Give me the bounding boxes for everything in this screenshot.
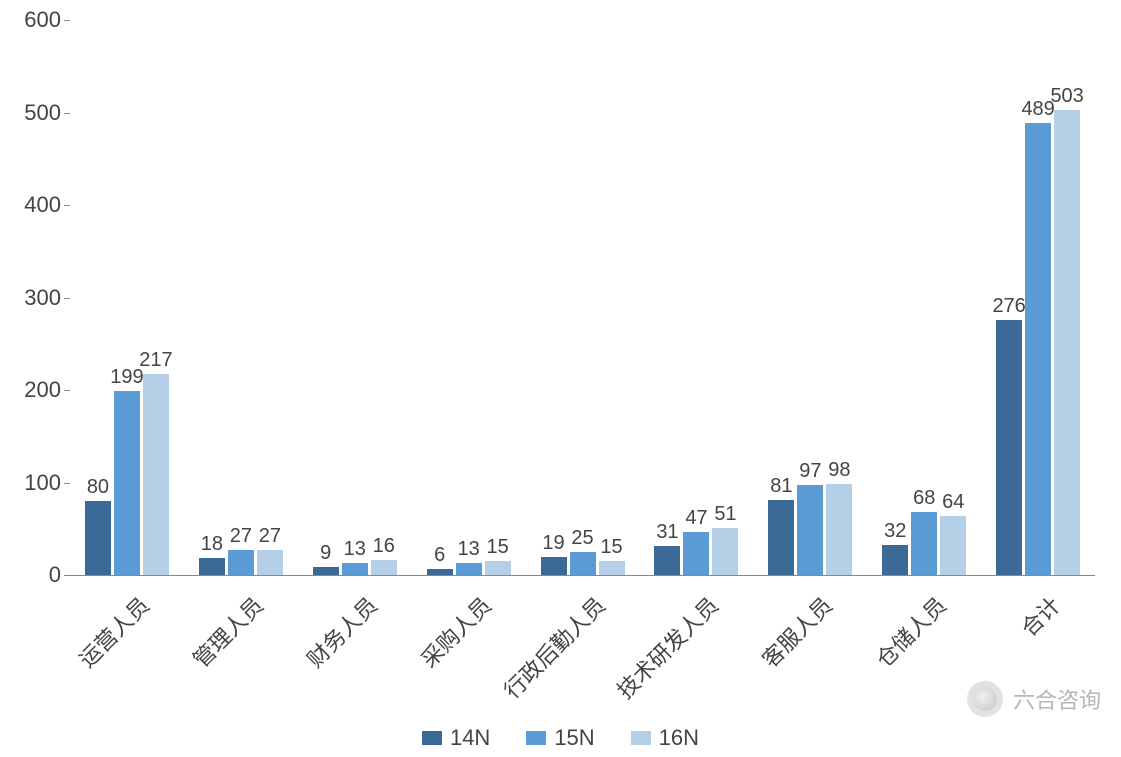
bar-value-label: 6 — [434, 544, 445, 567]
x-category-label: 技术研发人员 — [609, 589, 725, 705]
bar — [654, 546, 680, 575]
bar-value-label: 64 — [942, 491, 964, 514]
bar — [1025, 123, 1051, 575]
bar-group: 6 13 15 — [412, 20, 526, 575]
bar — [826, 484, 852, 575]
legend-label: 15N — [554, 725, 594, 751]
bar-value-label: 15 — [487, 536, 509, 559]
chart-container: 0 100 200 300 400 500 600 80199217 18 27 27 9 13 16 6… — [0, 0, 1121, 757]
bar — [371, 560, 397, 575]
bar — [199, 558, 225, 575]
bar-value-label: 217 — [139, 349, 172, 372]
bar-group: 32 68 64 — [867, 20, 981, 575]
x-category-label: 财务人员 — [299, 589, 384, 674]
bar — [427, 569, 453, 575]
bar-group: 80199217 — [70, 20, 184, 575]
x-category-label: 仓储人员 — [868, 589, 953, 674]
x-category-label: 客服人员 — [754, 589, 839, 674]
bar-group: 81 97 98 — [753, 20, 867, 575]
legend-label: 14N — [450, 725, 490, 751]
bar — [940, 516, 966, 575]
wechat-icon — [967, 681, 1003, 717]
bar — [485, 561, 511, 575]
bar — [541, 557, 567, 575]
y-tick-label: 0 — [11, 562, 61, 588]
bar-value-label: 9 — [320, 542, 331, 565]
bar — [599, 561, 625, 575]
bar — [683, 532, 709, 575]
legend-swatch — [422, 731, 442, 745]
bar-value-label: 276 — [992, 295, 1025, 318]
bar — [882, 545, 908, 575]
bar — [257, 550, 283, 575]
y-tick-label: 500 — [11, 100, 61, 126]
bar-group: 19 25 15 — [526, 20, 640, 575]
bar — [911, 512, 937, 575]
bar-value-label: 97 — [799, 460, 821, 483]
bar — [996, 320, 1022, 575]
x-category-label: 运营人员 — [71, 589, 156, 674]
legend: 14N 15N 16N — [0, 725, 1121, 751]
bar — [143, 374, 169, 575]
bar-value-label: 13 — [458, 538, 480, 561]
bar — [768, 500, 794, 575]
bar-group: 276489503 — [981, 20, 1095, 575]
legend-swatch — [526, 731, 546, 745]
watermark-text: 六合咨询 — [1013, 683, 1101, 715]
y-tick-label: 300 — [11, 285, 61, 311]
watermark: 六合咨询 — [967, 681, 1101, 717]
bar — [85, 501, 111, 575]
bar-value-label: 25 — [571, 527, 593, 550]
x-category-label: 管理人员 — [185, 589, 270, 674]
x-category-label: 采购人员 — [412, 589, 497, 674]
bar-value-label: 80 — [87, 476, 109, 499]
y-tick-label: 100 — [11, 470, 61, 496]
legend-item: 14N — [422, 725, 490, 751]
bar-value-label: 15 — [600, 536, 622, 559]
bar — [114, 391, 140, 575]
bar-value-label: 68 — [913, 487, 935, 510]
bar — [456, 563, 482, 575]
x-category-label: 行政后勤人员 — [495, 589, 611, 705]
bar-value-label: 32 — [884, 520, 906, 543]
bar — [228, 550, 254, 575]
legend-label: 16N — [659, 725, 699, 751]
bar-value-label: 19 — [542, 532, 564, 555]
bar — [342, 563, 368, 575]
bar-value-label: 27 — [259, 525, 281, 548]
bar — [570, 552, 596, 575]
bar-value-label: 47 — [685, 507, 707, 530]
bar-group: 9 13 16 — [298, 20, 412, 575]
y-tick-label: 200 — [11, 377, 61, 403]
bar-value-label: 31 — [656, 521, 678, 544]
bar-group: 18 27 27 — [184, 20, 298, 575]
bar-value-label: 18 — [201, 533, 223, 556]
y-tick-label: 600 — [11, 7, 61, 33]
x-category-label: 合计 — [1013, 589, 1067, 643]
y-tick-label: 400 — [11, 192, 61, 218]
bar-group: 31 47 51 — [640, 20, 754, 575]
bar-value-label: 13 — [344, 538, 366, 561]
bar — [1054, 110, 1080, 575]
bar-value-label: 51 — [714, 503, 736, 526]
bar — [712, 528, 738, 575]
legend-swatch — [631, 731, 651, 745]
legend-item: 16N — [631, 725, 699, 751]
plot-area: 80199217 18 27 27 9 13 16 6 13 15 19 25 15 31 47 51 81 97… — [70, 20, 1095, 576]
bar-value-label: 503 — [1050, 85, 1083, 108]
bar — [797, 485, 823, 575]
bar-value-label: 81 — [770, 475, 792, 498]
bar-value-label: 98 — [828, 459, 850, 482]
bar-value-label: 16 — [373, 535, 395, 558]
bar — [313, 567, 339, 575]
legend-item: 15N — [526, 725, 594, 751]
bar-value-label: 27 — [230, 525, 252, 548]
